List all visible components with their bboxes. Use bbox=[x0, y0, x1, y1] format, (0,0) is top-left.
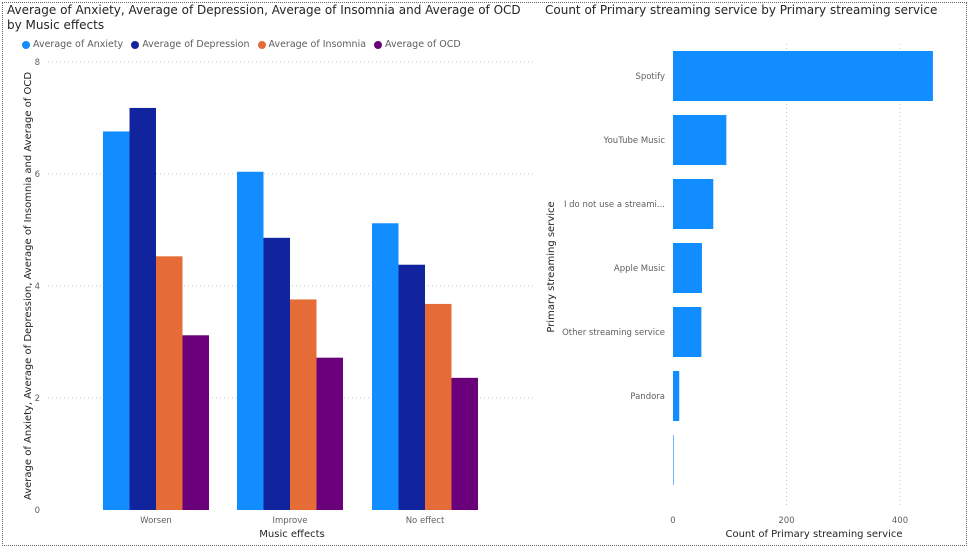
bar-no-effect-3 bbox=[451, 377, 478, 510]
bar-no-effect-2 bbox=[425, 303, 452, 510]
x-tick-label: 400 bbox=[892, 516, 908, 526]
legend-swatch bbox=[257, 40, 266, 49]
hbar-6 bbox=[673, 435, 674, 485]
legend-item-0[interactable]: Average of Anxiety bbox=[22, 39, 123, 50]
legend-swatch bbox=[22, 40, 30, 49]
right-chart-title: Count of Primary streaming service by Pr… bbox=[545, 3, 938, 17]
legend-swatch bbox=[131, 40, 140, 49]
x-tick-label: 200 bbox=[778, 516, 794, 526]
bar-improve-1 bbox=[263, 237, 290, 510]
y-tick-label: Pandora bbox=[630, 392, 665, 402]
y-tick-label: 0 bbox=[35, 506, 40, 516]
x-tick-label: Worsen bbox=[140, 516, 172, 526]
x-tick-label: 0 bbox=[670, 516, 675, 526]
hbar-4 bbox=[673, 307, 702, 357]
y-tick-label: 6 bbox=[35, 170, 40, 180]
bar-worsen-2 bbox=[156, 256, 183, 510]
legend-item-1[interactable]: Average of Depression bbox=[131, 39, 250, 50]
x-axis-title: Music effects bbox=[259, 529, 324, 540]
y-axis-title: Average of Anxiety, Average of Depressio… bbox=[23, 72, 34, 500]
y-tick-label: Apple Music bbox=[614, 264, 665, 274]
y-tick-label: Spotify bbox=[635, 72, 665, 82]
legend-item-3[interactable]: Average of OCD bbox=[374, 39, 461, 50]
legend-label: Average of Anxiety bbox=[33, 39, 124, 50]
x-tick-label: No effect bbox=[406, 516, 445, 526]
bar-worsen-3 bbox=[182, 335, 209, 510]
y-tick-label: 4 bbox=[35, 282, 40, 292]
legend-item-2[interactable]: Average of Insomnia bbox=[257, 39, 367, 50]
y-tick-label: Other streaming service bbox=[562, 328, 665, 338]
legend-label: Average of Insomnia bbox=[268, 39, 367, 50]
bar-no-effect-1 bbox=[398, 264, 425, 510]
bar-no-effect-0 bbox=[372, 223, 399, 510]
bar-improve-2 bbox=[290, 299, 317, 510]
legend-label: Average of Depression bbox=[142, 39, 250, 50]
legend-label: Average of OCD bbox=[385, 39, 461, 50]
left-chart-title: Average of Anxiety, Average of Depressio… bbox=[7, 3, 521, 32]
bar-improve-0 bbox=[237, 171, 264, 510]
y-axis-title: Primary streaming service bbox=[546, 201, 557, 332]
bar-worsen-1 bbox=[129, 107, 156, 511]
hbar-3 bbox=[673, 243, 702, 293]
hbar-5 bbox=[673, 371, 680, 421]
y-tick-label: I do not use a streami... bbox=[564, 200, 665, 210]
hbar-0 bbox=[673, 51, 933, 101]
legend-swatch bbox=[374, 40, 383, 49]
bar-improve-3 bbox=[316, 357, 343, 510]
y-tick-label: 8 bbox=[35, 58, 40, 68]
bar-worsen-0 bbox=[103, 131, 130, 510]
x-tick-label: Improve bbox=[273, 516, 308, 526]
y-tick-label: YouTube Music bbox=[603, 136, 666, 146]
hbar-2 bbox=[673, 179, 714, 229]
x-axis-title: Count of Primary streaming service bbox=[725, 529, 902, 540]
hbar-1 bbox=[673, 115, 727, 165]
y-tick-label: 2 bbox=[35, 394, 40, 404]
left-chart-legend: Average of Anxiety Average of Depression A… bbox=[22, 39, 461, 50]
